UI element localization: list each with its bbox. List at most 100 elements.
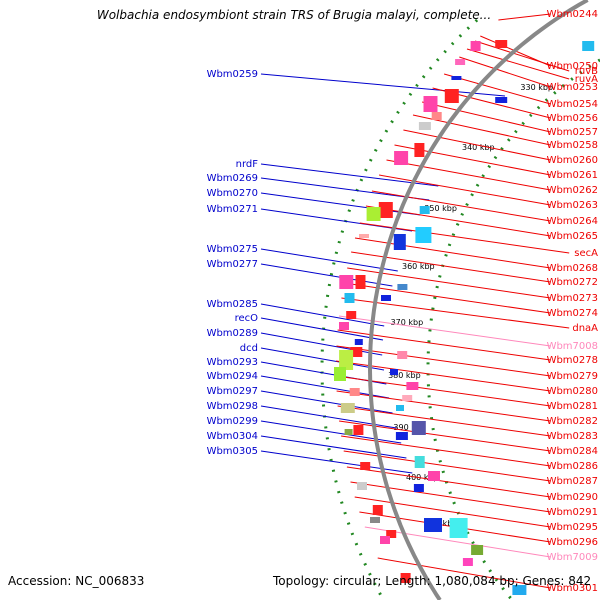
genome-summary-text: Topology: circular; Length: 1,080,084 bp… xyxy=(273,574,592,588)
gene-label-Wbm0273: Wbm0273 xyxy=(547,293,598,304)
gene-label-Wbm0286: Wbm0286 xyxy=(547,461,598,472)
kbp-tick-label: 330 kbp xyxy=(520,83,553,92)
gene-label-Wbm0298: Wbm0298 xyxy=(207,401,258,412)
gene-label-Wbm0263: Wbm0263 xyxy=(547,200,598,211)
gene-label-Wbm0250: Wbm0250 xyxy=(547,61,598,72)
kbp-tick-label: 380 kbp xyxy=(388,371,421,380)
connector-line xyxy=(260,263,393,287)
gene-feature-14 xyxy=(414,456,425,468)
gene-feature-49 xyxy=(357,482,367,490)
gene-label-Wbm0287: Wbm0287 xyxy=(547,476,598,487)
connector-line xyxy=(498,13,551,21)
gene-feature-51 xyxy=(370,517,380,523)
connector-line xyxy=(403,129,551,161)
gene-feature-1 xyxy=(495,97,508,103)
connector-line xyxy=(260,420,402,444)
tick-ring-0 xyxy=(426,58,600,600)
gene-label-Wbm7009: Wbm7009 xyxy=(547,552,598,563)
gene-feature-2 xyxy=(419,206,430,214)
connector-line xyxy=(459,56,551,88)
connector-line xyxy=(346,466,551,498)
gene-feature-52 xyxy=(386,530,397,538)
connector-line xyxy=(343,450,551,482)
connector-line xyxy=(339,420,551,452)
connector-line xyxy=(260,405,397,429)
gene-label-Wbm0280: Wbm0280 xyxy=(547,386,598,397)
gene-label-Wbm0256: Wbm0256 xyxy=(547,113,598,124)
gene-label-Wbm0295: Wbm0295 xyxy=(547,522,598,533)
gene-feature-17 xyxy=(449,518,468,538)
connector-line xyxy=(260,192,421,216)
connector-line xyxy=(337,405,551,437)
gene-feature-9 xyxy=(406,382,419,390)
gene-feature-11 xyxy=(396,405,404,411)
gene-feature-7 xyxy=(397,351,408,359)
gene-label-Wbm0244: Wbm0244 xyxy=(547,9,598,20)
gene-label-secA: secA xyxy=(574,248,598,259)
gene-feature-8 xyxy=(390,369,398,375)
gene-label-nrdF: nrdF xyxy=(236,159,259,170)
gene-feature-0 xyxy=(582,41,595,51)
gene-feature-26 xyxy=(444,89,459,103)
gene-label-Wbm0281: Wbm0281 xyxy=(547,401,598,412)
gene-label-Wbm0301: Wbm0301 xyxy=(547,583,598,594)
gene-label-Wbm0254: Wbm0254 xyxy=(547,99,598,110)
gene-label-Wbm0259: Wbm0259 xyxy=(207,69,258,80)
connector-line xyxy=(260,248,398,272)
gene-label-Wbm0293: Wbm0293 xyxy=(207,357,258,368)
gene-label-Wbm0264: Wbm0264 xyxy=(547,216,598,227)
gene-feature-20 xyxy=(462,558,473,566)
gene-label-Wbm0253: Wbm0253 xyxy=(547,82,598,93)
connector-line xyxy=(260,303,385,327)
gene-feature-27 xyxy=(423,96,438,112)
gene-label-dnaA: dnaA xyxy=(572,323,598,334)
connector-line xyxy=(341,297,570,329)
gene-feature-33 xyxy=(366,207,381,221)
accession-text: Accession: NC_006833 xyxy=(8,574,145,588)
gene-feature-44 xyxy=(349,388,360,396)
gene-feature-34 xyxy=(359,234,369,238)
gene-feature-32 xyxy=(378,202,393,218)
map-title: Wolbachia endosymbiont strain TRS of Bru… xyxy=(96,8,492,22)
gene-label-Wbm7008: Wbm7008 xyxy=(547,341,598,352)
gene-label-Wbm0272: Wbm0272 xyxy=(547,277,598,288)
gene-label-Wbm0269: Wbm0269 xyxy=(207,173,258,184)
gene-feature-4 xyxy=(393,234,406,250)
connector-line xyxy=(443,73,551,105)
gene-feature-40 xyxy=(354,339,363,345)
gene-feature-22 xyxy=(495,40,508,48)
kbp-tick-label: 370 kbp xyxy=(391,318,424,327)
gene-feature-53 xyxy=(380,536,390,544)
gene-feature-24 xyxy=(455,59,466,65)
gene-feature-45 xyxy=(340,403,355,413)
gene-label-Wbm0296: Wbm0296 xyxy=(547,537,598,548)
gene-feature-41 xyxy=(350,347,363,357)
tick-ring-1 xyxy=(320,18,479,600)
gene-feature-19 xyxy=(471,545,484,555)
gene-label-Wbm0257: Wbm0257 xyxy=(547,127,598,138)
gene-label-Wbm0277: Wbm0277 xyxy=(207,259,258,270)
connector-line xyxy=(466,48,570,80)
gene-label-Wbm0274: Wbm0274 xyxy=(547,308,598,319)
connector-line xyxy=(354,496,551,528)
connector-line xyxy=(260,375,390,399)
connector-line xyxy=(260,163,439,187)
gene-feature-16 xyxy=(413,484,424,492)
gene-feature-47 xyxy=(344,429,353,435)
gene-feature-6 xyxy=(381,295,391,301)
gene-label-Wbm0282: Wbm0282 xyxy=(547,416,598,427)
connector-line xyxy=(341,435,551,467)
connector-line xyxy=(260,435,407,459)
genome-backbone xyxy=(368,0,589,600)
connector-line xyxy=(260,347,385,371)
gene-label-Wbm0270: Wbm0270 xyxy=(207,188,258,199)
gene-feature-28 xyxy=(431,112,442,120)
gene-feature-37 xyxy=(344,293,355,303)
gene-feature-25 xyxy=(451,76,462,80)
gene-label-Wbm0299: Wbm0299 xyxy=(207,416,258,427)
connector-line xyxy=(260,73,506,97)
gene-feature-36 xyxy=(339,275,354,289)
gene-feature-42 xyxy=(339,350,354,370)
kbp-tick-label: 390 kbp xyxy=(393,423,426,432)
